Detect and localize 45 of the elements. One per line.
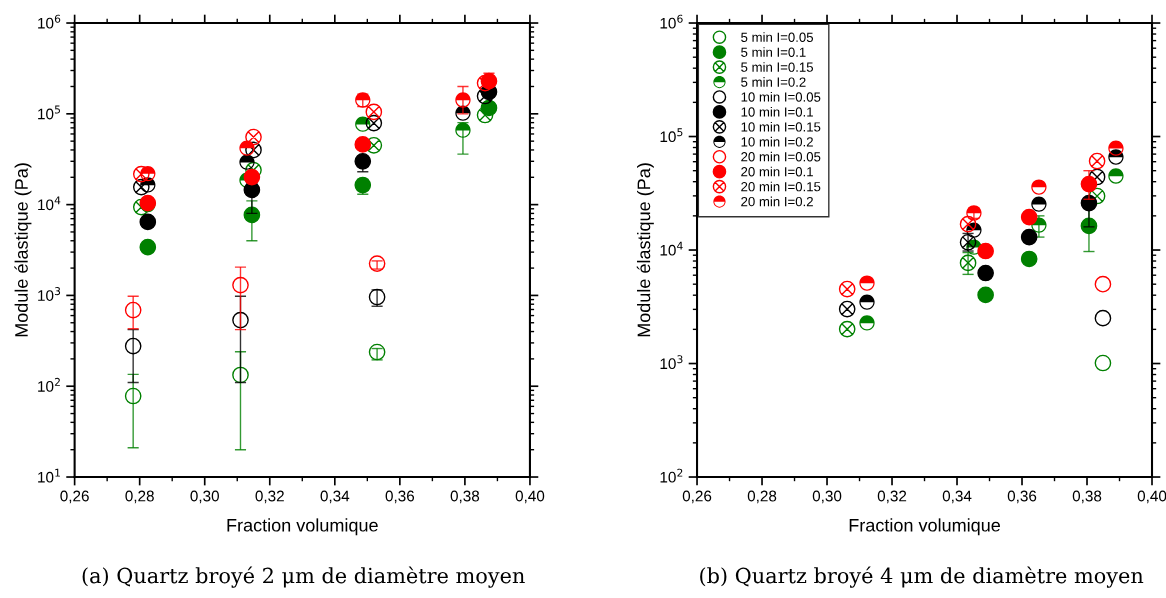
- x-tick-label: 0,28: [125, 490, 154, 504]
- legend-label: 10 min I=0.2: [741, 136, 813, 147]
- x-tick-label: 0,36: [1007, 490, 1037, 504]
- y-tick-label: 10$^{3}$: [38, 287, 61, 301]
- y-axis-title: Module élastique (Pa): [636, 163, 654, 337]
- legend-label: 10 min I=0.05: [741, 92, 821, 102]
- y-tick-label: 10$^{2}$: [38, 377, 60, 392]
- text: (b) Quartz broyé 4 μm de diamètre moyen: [700, 566, 1144, 588]
- legend-label: 5 min I=0.15: [741, 62, 813, 72]
- x-tick-label: 0,40: [515, 490, 545, 504]
- y-tick-label: 10$^{5}$: [660, 128, 683, 143]
- x-tick-label: 0,26: [682, 490, 712, 504]
- x-axis-title: Fraction volumique: [849, 518, 1000, 536]
- legend-label: 10 min I=0.15: [741, 121, 821, 132]
- y-tick-label: 10$^{4}$: [38, 196, 61, 211]
- x-tick-label: 0,38: [1072, 490, 1102, 504]
- legend-label: 5 min I=0.05: [741, 32, 813, 42]
- legend-label: 20 min I=0.1: [741, 166, 813, 177]
- y-tick-label: 10$^{5}$: [38, 105, 60, 120]
- x-tick-label: 0,34: [320, 490, 350, 504]
- x-tick-label: 0,26: [60, 490, 89, 504]
- x-axis-title: Fraction volumique: [227, 518, 378, 536]
- text: (a) Quartz broyé 2 μm de diamètre moyen: [82, 566, 525, 588]
- x-tick-label: 0,28: [747, 490, 777, 504]
- legend-label: 20 min I=0.05: [741, 151, 821, 162]
- y-tick-label: 10$^{6}$: [38, 14, 61, 29]
- x-tick-label: 0,30: [190, 490, 219, 504]
- y-tick-label: 10$^{2}$: [660, 468, 683, 483]
- legend-label: 20 min I=0.15: [741, 181, 821, 192]
- x-tick-label: 0,30: [812, 490, 842, 504]
- x-tick-label: 0,32: [255, 490, 284, 504]
- y-tick-label: 10$^{1}$: [38, 468, 60, 483]
- x-tick-label: 0,36: [385, 490, 415, 504]
- y-tick-label: 10$^{4}$: [660, 241, 683, 256]
- x-tick-label: 0,32: [877, 490, 907, 504]
- y-tick-label: 10$^{3}$: [660, 355, 683, 370]
- x-tick-label: 0,40: [1137, 490, 1166, 504]
- x-tick-label: 0,38: [450, 490, 480, 504]
- legend-label: 10 min I=0.1: [741, 106, 813, 117]
- legend-label: 5 min I=0.1: [741, 47, 806, 57]
- x-tick-label: 0,34: [942, 490, 972, 504]
- y-tick-label: 10$^{6}$: [660, 14, 683, 29]
- legend-label: 20 min I=0.2: [741, 196, 813, 207]
- y-axis-title: Module élastique (Pa): [14, 163, 32, 337]
- legend-label: 5 min I=0.2: [741, 77, 806, 87]
